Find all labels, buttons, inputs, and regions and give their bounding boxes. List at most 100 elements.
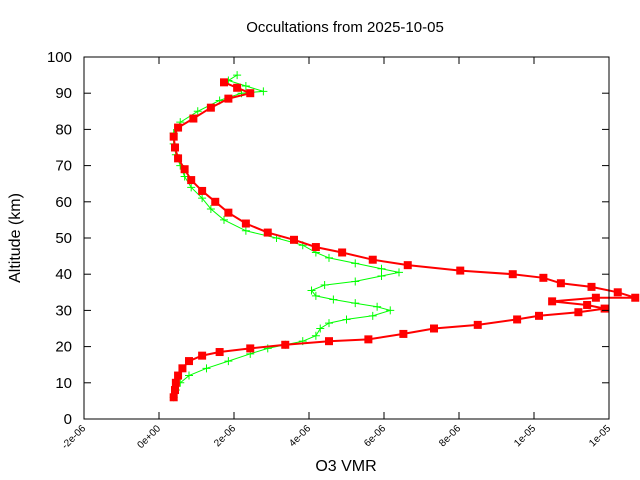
x-axis-label: O3 VMR [315,458,376,475]
data-point-square [220,78,228,87]
data-point-plus [220,215,228,224]
series-2 [169,78,640,402]
data-point-square [174,371,183,380]
y-tick-label: 10 [55,375,72,392]
data-point-plus [193,107,202,116]
data-point-plus [325,253,333,262]
data-point-plus [307,286,316,295]
data-point-square [556,279,565,288]
y-tick-label: 0 [64,411,72,428]
data-point-square [430,324,438,333]
data-point-square [246,89,255,98]
data-point-plus [368,311,377,320]
data-point-square [368,255,377,264]
data-point-square [233,83,242,92]
y-tick-label: 60 [55,194,72,211]
data-point-square [171,386,179,395]
y-tick-label: 70 [55,158,72,175]
y-axis-label: Altitude (km) [7,193,24,283]
data-point-square [583,300,592,309]
data-point-plus [198,194,207,203]
data-point-plus [351,299,360,308]
data-point-plus [206,205,215,214]
data-point-plus [329,295,338,304]
data-point-plus [311,291,320,300]
data-point-square [364,335,373,344]
data-point-square [189,114,198,123]
data-point-square [215,348,224,357]
data-point-square [185,357,193,366]
data-point-square [198,186,207,195]
data-point-square [241,219,250,228]
y-tick-label: 20 [55,339,72,356]
data-point-square [600,304,609,313]
data-point-plus [373,302,382,311]
series-layer [169,71,640,402]
data-point-square [539,273,548,282]
data-point-square [587,282,596,291]
data-point-plus [241,81,250,90]
data-point-square [508,270,517,279]
data-point-square [325,337,333,346]
data-point-square [473,320,482,329]
chart-title: Occultations from 2025-10-05 [246,19,444,36]
y-tick-label: 90 [55,85,72,102]
data-point-square [180,165,189,174]
data-point-plus [395,268,403,277]
data-point-plus [233,71,242,80]
data-point-square [631,293,640,302]
data-point-plus [320,281,329,290]
data-point-square [535,311,543,320]
data-point-plus [377,264,386,273]
data-point-plus [351,277,360,286]
data-point-square [513,315,522,324]
data-point-square [403,261,412,270]
data-point-square [206,103,215,112]
data-point-square [263,228,272,237]
data-point-square [574,308,583,317]
data-point-square [613,288,622,297]
data-point-square [591,293,600,302]
data-point-square [224,208,233,217]
data-point-plus [224,357,233,366]
data-point-plus [259,87,268,96]
data-point-square [246,344,255,353]
data-point-plus [316,324,325,333]
data-point-plus [377,272,386,281]
data-point-plus [185,371,193,380]
data-point-plus [187,183,196,192]
data-point-square [198,351,207,360]
data-point-square [174,154,183,163]
data-point-plus [386,306,395,315]
data-point-square [171,378,180,387]
data-point-square [169,393,178,402]
data-point-square [169,132,178,141]
data-point-square [290,235,298,244]
data-point-plus [241,226,250,235]
data-point-plus [311,331,320,340]
data-point-plus [325,319,333,328]
y-tick-label: 40 [55,266,72,283]
data-point-square [548,297,557,306]
data-point-square [456,266,465,275]
data-point-square [338,248,347,257]
y-tick-label: 30 [55,302,72,319]
data-point-square [211,197,220,206]
data-point-square [224,94,233,103]
data-point-square [178,364,187,373]
data-point-square [399,329,408,338]
y-tick-label: 50 [55,230,72,247]
data-point-square [171,143,179,152]
data-point-square [174,123,183,132]
data-point-square [187,176,196,185]
data-point-square [311,243,320,252]
data-point-square [281,340,290,349]
y-tick-label: 80 [55,121,72,138]
data-point-plus [202,364,211,373]
y-tick-label: 100 [47,49,72,66]
data-point-plus [342,315,351,324]
data-point-plus [351,259,360,268]
